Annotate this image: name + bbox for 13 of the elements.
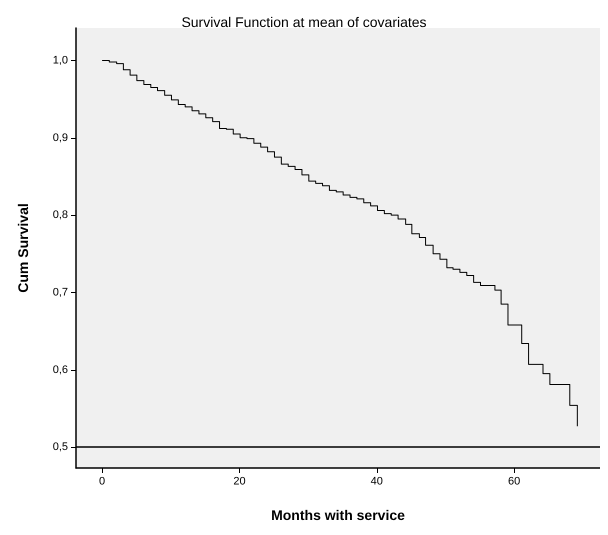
y-tick-label: 0,5 [52, 441, 68, 454]
x-axis-title: Months with service [271, 507, 406, 523]
y-tick-label: 0,7 [52, 286, 68, 298]
y-tick-label: 1,0 [52, 54, 68, 66]
x-tick-label: 0 [99, 476, 106, 488]
chart-title: Survival Function at mean of covariates [181, 14, 427, 30]
x-tick-label: 40 [370, 476, 383, 488]
y-tick-label: 0,9 [52, 132, 68, 144]
x-tick-label: 20 [233, 476, 246, 488]
y-axis-title: Cum Survival [15, 203, 31, 293]
y-tick-label: 0,8 [52, 209, 68, 222]
y-tick-label: 0,6 [52, 364, 68, 376]
x-tick-label: 60 [508, 476, 520, 488]
